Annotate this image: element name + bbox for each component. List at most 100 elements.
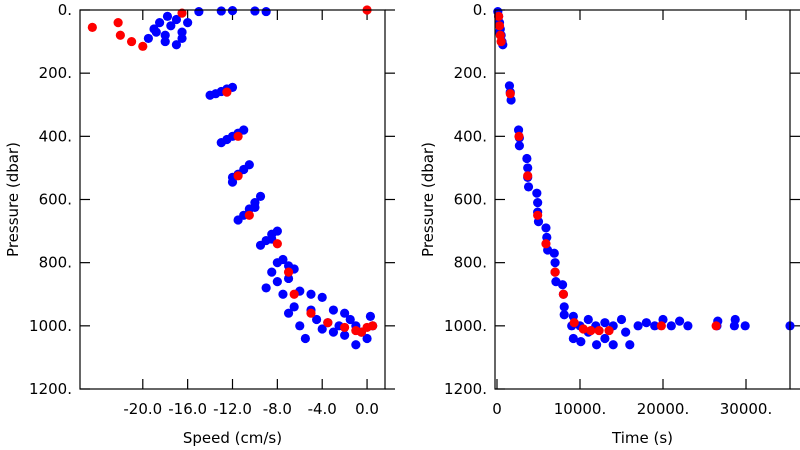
data-point (494, 11, 504, 21)
data-point (143, 33, 154, 44)
data-point (558, 289, 568, 299)
y-axis-label: Pressure (dbar) (4, 142, 22, 257)
data-point (222, 87, 232, 97)
data-point (278, 289, 288, 299)
data-point (568, 333, 578, 344)
data-point (317, 292, 327, 303)
x-axis-label: Time (s) (611, 429, 673, 447)
data-point (541, 223, 551, 233)
data-point (600, 333, 610, 344)
data-point (633, 321, 643, 331)
y-tick-label: 1000. (444, 317, 487, 335)
data-point (514, 141, 525, 151)
data-point (194, 6, 204, 17)
y-tick-label: 800. (454, 254, 487, 272)
data-point (171, 14, 182, 25)
x-axis-label: Speed (cm/s) (183, 429, 282, 447)
data-point (289, 302, 299, 312)
data-point (239, 125, 249, 135)
data-point (576, 337, 586, 347)
data-point (740, 321, 750, 331)
y-tick-label: 600. (39, 191, 72, 209)
x-tick-label: 0.0 (355, 400, 379, 418)
data-point (300, 333, 310, 344)
y-tick-label: 0. (58, 1, 72, 19)
data-point (155, 18, 165, 28)
data-point (683, 321, 693, 331)
data-point (255, 191, 266, 201)
data-point (523, 171, 533, 181)
data-point (604, 325, 614, 336)
y-tick-label: 800. (39, 254, 72, 272)
data-point (368, 321, 378, 331)
plot-frame (494, 9, 791, 390)
data-point (278, 254, 288, 265)
data-point (272, 239, 282, 249)
data-point (523, 163, 533, 173)
data-point (730, 314, 740, 325)
data-point (261, 6, 271, 17)
data-point (494, 21, 505, 31)
data-point (255, 240, 266, 250)
data-point (138, 41, 148, 51)
data-point (675, 316, 685, 326)
data-point (666, 321, 676, 331)
y-tick-label: 1000. (29, 317, 72, 335)
data-point (227, 177, 238, 187)
data-point (362, 333, 372, 344)
data-point (250, 6, 260, 16)
data-point (283, 267, 294, 277)
x-tick-label: 30000. (720, 400, 773, 418)
y-tick-label: 0. (473, 1, 487, 19)
data-point (616, 314, 627, 325)
data-point (559, 310, 569, 320)
data-point (244, 160, 254, 170)
data-point (340, 322, 350, 333)
data-point (250, 202, 260, 212)
y-tick-label: 200. (39, 64, 72, 82)
data-point (523, 182, 534, 192)
data-point (177, 27, 187, 37)
data-point (328, 305, 339, 315)
data-point (586, 325, 596, 336)
data-point (328, 327, 339, 337)
data-point (550, 267, 560, 277)
data-point (261, 283, 271, 293)
x-tick-label: -12.0 (213, 400, 252, 418)
data-point (549, 248, 559, 258)
data-point (608, 340, 618, 350)
data-point (233, 171, 243, 181)
data-point (533, 210, 543, 220)
data-point (317, 324, 327, 334)
x-tick-label: -8.0 (263, 400, 292, 418)
data-point (641, 318, 652, 328)
data-point (295, 321, 305, 331)
y-tick-label: 1200. (444, 380, 487, 398)
data-point (594, 325, 604, 336)
data-point (557, 280, 568, 290)
data-point (244, 210, 254, 220)
data-point (345, 314, 355, 325)
data-point (711, 321, 721, 331)
data-point (351, 325, 361, 336)
data-point (272, 277, 282, 287)
data-point (306, 289, 316, 299)
data-point (650, 321, 660, 331)
x-tick-label: 10000. (554, 400, 607, 418)
data-point (183, 18, 193, 28)
data-point (177, 8, 187, 18)
data-point (160, 36, 170, 47)
plot-frame (79, 9, 386, 390)
chart-panel: 0. 200. 400. 600. 800. 1000. 1200. 0 10000. 20000… (419, 1, 800, 447)
data-point (533, 198, 543, 208)
data-point (600, 318, 610, 328)
y-tick-label: 200. (454, 64, 487, 82)
data-point (227, 6, 238, 16)
y-tick-label: 1200. (29, 380, 72, 398)
data-point (267, 267, 277, 277)
y-axis-label: Pressure (dbar) (419, 142, 437, 257)
data-point (283, 308, 294, 318)
y-tick-label: 400. (454, 127, 487, 145)
data-point (496, 36, 506, 47)
